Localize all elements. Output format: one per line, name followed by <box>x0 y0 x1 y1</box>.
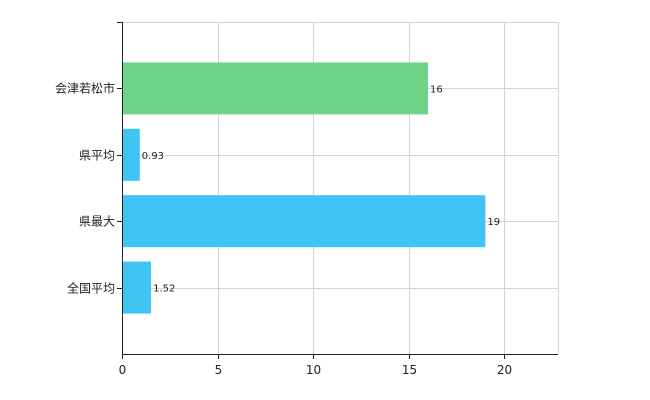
x-tick-label: 10 <box>306 363 321 377</box>
bar-layer <box>122 62 486 314</box>
y-tick-label: 県平均 <box>79 149 115 163</box>
bar <box>122 261 152 314</box>
y-tick-label: 全国平均 <box>67 281 115 296</box>
y-tick-label: 県最大 <box>79 215 115 229</box>
x-tick-label: 5 <box>215 363 223 377</box>
bar-data-label: 19 <box>487 217 500 228</box>
axis-layer <box>117 22 558 359</box>
y-tick-label: 会津若松市 <box>55 81 115 96</box>
bar <box>122 62 428 115</box>
bar-data-label: 0.93 <box>142 151 164 162</box>
bar-data-label: 16 <box>430 84 443 95</box>
x-tick-label: 15 <box>402 363 417 377</box>
bar <box>122 195 486 248</box>
bar-data-label: 1.52 <box>153 284 175 295</box>
bar <box>122 128 140 181</box>
x-tick-label: 0 <box>119 363 127 377</box>
x-tick-label: 20 <box>497 363 512 377</box>
